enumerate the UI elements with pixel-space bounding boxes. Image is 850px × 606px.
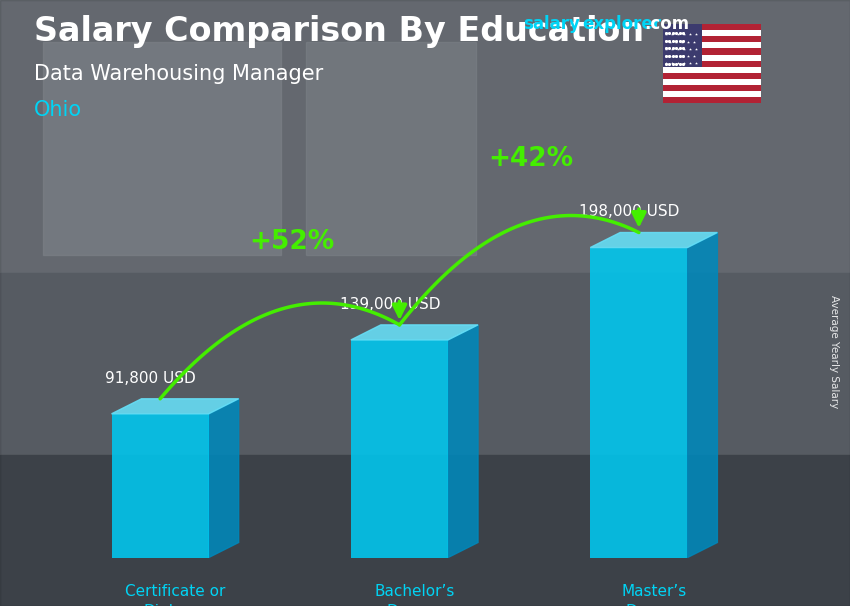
Polygon shape <box>351 325 478 340</box>
Text: Salary Comparison By Education: Salary Comparison By Education <box>34 15 644 48</box>
Bar <box>663 79 761 85</box>
Bar <box>663 61 761 67</box>
Bar <box>0 273 850 454</box>
Bar <box>663 67 761 73</box>
Bar <box>0 454 850 606</box>
Polygon shape <box>111 399 239 414</box>
Bar <box>663 91 761 97</box>
Text: .com: .com <box>644 15 689 33</box>
Polygon shape <box>688 233 717 558</box>
Bar <box>111 414 209 558</box>
Text: Certificate or
Diploma: Certificate or Diploma <box>125 584 225 606</box>
Text: 198,000 USD: 198,000 USD <box>579 204 679 219</box>
Text: +52%: +52% <box>249 230 334 255</box>
Text: salary: salary <box>523 15 580 33</box>
Bar <box>0 0 850 273</box>
Bar <box>42 42 280 255</box>
Bar <box>663 55 761 61</box>
Bar <box>663 85 761 91</box>
Text: 139,000 USD: 139,000 USD <box>339 297 440 311</box>
Bar <box>351 340 448 558</box>
Bar <box>663 42 761 48</box>
Text: +42%: +42% <box>489 146 574 172</box>
Text: explorer: explorer <box>582 15 661 33</box>
Text: Ohio: Ohio <box>34 100 82 120</box>
Bar <box>663 30 761 36</box>
Bar <box>663 36 761 42</box>
Polygon shape <box>209 399 239 558</box>
Text: Data Warehousing Manager: Data Warehousing Manager <box>34 64 323 84</box>
Text: Master’s
Degree: Master’s Degree <box>621 584 687 606</box>
Bar <box>663 73 761 79</box>
Bar <box>663 24 702 67</box>
Bar <box>663 24 761 30</box>
Polygon shape <box>590 233 717 247</box>
Text: Average Yearly Salary: Average Yearly Salary <box>829 295 839 408</box>
Bar <box>590 247 688 558</box>
Text: Bachelor’s
Degree: Bachelor’s Degree <box>374 584 455 606</box>
Bar <box>306 42 476 255</box>
Polygon shape <box>448 325 478 558</box>
Bar <box>663 48 761 55</box>
Bar <box>663 97 761 103</box>
Text: 91,800 USD: 91,800 USD <box>105 371 196 385</box>
